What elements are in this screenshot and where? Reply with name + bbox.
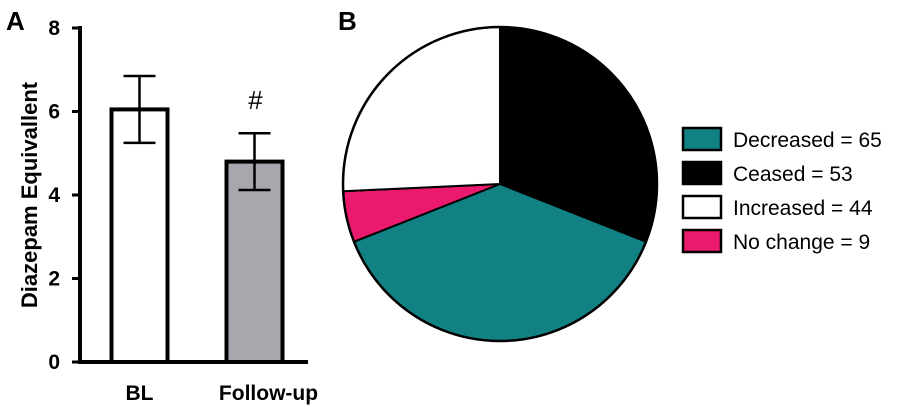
y-tick-label: 4 <box>48 184 60 207</box>
legend-swatch <box>681 126 723 152</box>
annotations: # <box>248 85 263 115</box>
significance-marker: # <box>248 85 263 115</box>
bar-follow-up <box>224 159 285 364</box>
y-tick-label: 8 <box>48 17 60 40</box>
y-tick-label: 2 <box>48 268 60 291</box>
bar-bl <box>109 107 170 364</box>
y-ticks: 0 2 4 6 8 <box>48 17 80 374</box>
legend-label: Increased = 44 <box>733 197 873 220</box>
category-label: Follow-up <box>219 382 318 405</box>
panel-b-label: B <box>338 6 357 36</box>
category-labels: BL Follow-up <box>126 382 319 405</box>
legend-swatch <box>681 160 723 186</box>
legend-label: Ceased = 53 <box>733 163 853 186</box>
panel-a-bar-chart: A Diazepam Equivallent 0 2 4 6 8 BL Follow-up… <box>6 6 318 405</box>
category-label: BL <box>126 382 154 405</box>
legend: Decreased = 65 Ceased = 53 Increased = 44 N… <box>681 126 882 254</box>
panel-b-pie-chart: B Decreased = 65 Ceased = 53 Increased = 4… <box>338 6 882 343</box>
legend-swatch <box>681 194 723 220</box>
panel-a-label: A <box>6 6 25 36</box>
y-axis-label: Diazepam Equivallent <box>17 81 42 308</box>
pie <box>341 25 659 343</box>
y-tick-label: 0 <box>48 351 60 374</box>
pie-slice-increased <box>342 25 501 193</box>
legend-label: No change = 9 <box>733 231 870 254</box>
pie-outline <box>341 25 659 343</box>
legend-label: Decreased = 65 <box>733 129 882 152</box>
bars <box>109 74 285 364</box>
y-tick-label: 6 <box>48 101 60 124</box>
legend-swatch <box>681 228 723 254</box>
